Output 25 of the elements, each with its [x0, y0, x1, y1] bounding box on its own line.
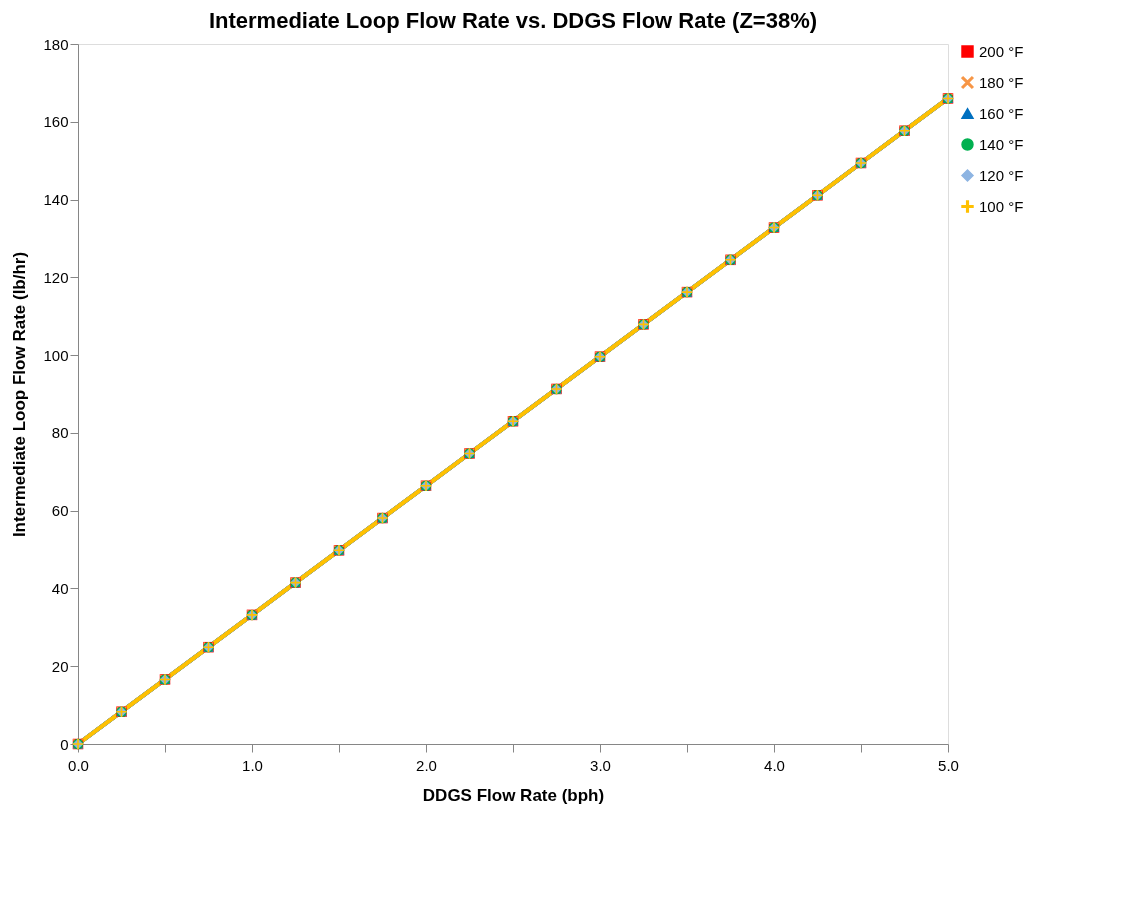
y-tick-label: 0 — [60, 735, 69, 753]
y-tick-label: 100 — [43, 346, 69, 364]
x-axis-title: DDGS Flow Rate (bph) — [422, 785, 605, 805]
x-tick-label: 5.0 — [938, 756, 959, 774]
y-tick-label: 120 — [43, 268, 69, 286]
legend-label: 160 °F — [979, 104, 1024, 122]
y-tick-label: 60 — [51, 502, 69, 520]
x-tick-label: 1.0 — [242, 756, 263, 774]
y-tick-label: 160 — [43, 113, 69, 131]
x-tick-label: 2.0 — [416, 756, 437, 774]
y-tick-label: 20 — [51, 657, 69, 675]
y-tick-label: 180 — [43, 35, 69, 53]
legend-label: 120 °F — [979, 166, 1024, 184]
y-axis-title: Intermediate Loop Flow Rate (lb/hr) — [10, 251, 30, 538]
chart-title: Intermediate Loop Flow Rate vs. DDGS Flow Rate (Z=38%) — [208, 8, 818, 33]
x-tick-label: 4.0 — [764, 756, 785, 774]
legend-label: 180 °F — [979, 73, 1024, 91]
y-tick-label: 140 — [43, 191, 69, 209]
legend-label: 140 °F — [979, 135, 1024, 153]
x-tick-label: 3.0 — [590, 756, 611, 774]
legend-label: 200 °F — [979, 42, 1024, 60]
x-tick-label: 0.0 — [68, 756, 89, 774]
y-tick-label: 40 — [51, 579, 69, 597]
legend-label: 100 °F — [979, 197, 1024, 215]
y-tick-label: 80 — [51, 424, 69, 442]
